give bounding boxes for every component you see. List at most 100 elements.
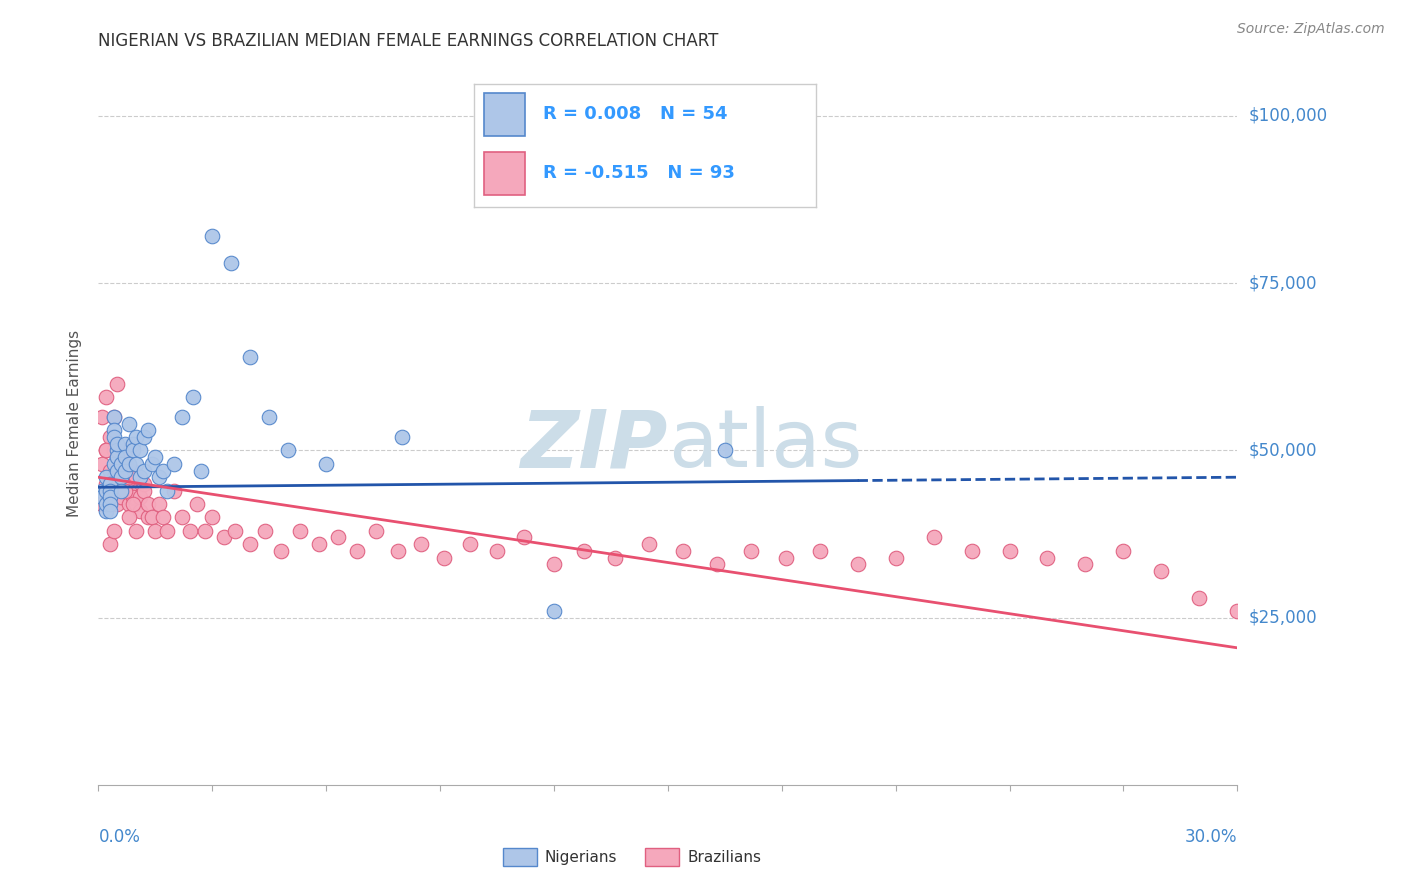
Point: [387, 543, 409, 558]
Point: [110, 457, 132, 471]
Point: [107, 443, 129, 458]
Point: [103, 524, 125, 538]
Point: [125, 497, 148, 511]
Point: [194, 524, 217, 538]
Point: [148, 470, 170, 484]
Point: [136, 497, 159, 511]
Point: [98, 503, 121, 517]
Point: [201, 229, 224, 244]
Point: [98, 497, 121, 511]
Point: [94, 497, 117, 511]
Point: [186, 497, 208, 511]
Text: 0.0%: 0.0%: [98, 829, 141, 847]
Point: [638, 537, 661, 551]
Point: [212, 530, 235, 544]
Point: [136, 424, 159, 438]
Point: [121, 497, 143, 511]
Point: [107, 497, 129, 511]
Text: Nigerians: Nigerians: [546, 850, 617, 864]
Point: [132, 476, 155, 491]
Point: [512, 530, 534, 544]
Point: [98, 537, 121, 551]
Point: [254, 524, 277, 538]
Point: [110, 464, 132, 478]
Point: [110, 483, 132, 498]
Point: [391, 430, 413, 444]
Point: [103, 410, 125, 425]
Point: [486, 543, 509, 558]
Point: [103, 457, 125, 471]
Point: [107, 450, 129, 464]
Point: [107, 376, 129, 391]
Point: [114, 483, 136, 498]
Point: [270, 543, 292, 558]
Point: [103, 470, 125, 484]
Point: [118, 483, 141, 498]
Point: [114, 443, 136, 458]
Point: [145, 524, 167, 538]
Point: [141, 457, 163, 471]
Point: [110, 470, 132, 484]
Point: [94, 476, 117, 491]
Point: [98, 430, 121, 444]
Point: [1226, 604, 1249, 618]
Point: [114, 464, 136, 478]
Point: [201, 510, 224, 524]
Point: [94, 503, 117, 517]
Point: [148, 497, 170, 511]
Point: [163, 457, 186, 471]
Point: [152, 510, 174, 524]
Point: [326, 530, 349, 544]
Bar: [503, 847, 537, 866]
Point: [98, 464, 121, 478]
Point: [110, 490, 132, 504]
Point: [145, 450, 167, 464]
Point: [129, 503, 152, 517]
Text: $25,000: $25,000: [1249, 608, 1317, 627]
Point: [103, 410, 125, 425]
Point: [433, 550, 456, 565]
Point: [543, 604, 565, 618]
Point: [170, 510, 193, 524]
Bar: [645, 847, 679, 866]
Point: [121, 490, 143, 504]
Point: [125, 457, 148, 471]
Point: [103, 430, 125, 444]
Point: [1112, 543, 1135, 558]
Point: [118, 497, 141, 511]
Point: [156, 524, 179, 538]
Point: [775, 550, 797, 565]
Point: [1188, 591, 1211, 605]
Point: [91, 483, 114, 498]
Point: [118, 510, 141, 524]
Point: [125, 524, 148, 538]
Point: [98, 476, 121, 491]
Point: [107, 470, 129, 484]
Y-axis label: Median Female Earnings: Median Female Earnings: [67, 330, 83, 517]
Text: $75,000: $75,000: [1249, 274, 1317, 293]
Point: [94, 443, 117, 458]
Point: [1074, 557, 1097, 572]
Point: [132, 483, 155, 498]
Point: [183, 390, 205, 404]
Point: [411, 537, 433, 551]
Point: [94, 443, 117, 458]
Point: [163, 483, 186, 498]
Point: [364, 524, 387, 538]
Text: NIGERIAN VS BRAZILIAN MEDIAN FEMALE EARNINGS CORRELATION CHART: NIGERIAN VS BRAZILIAN MEDIAN FEMALE EARN…: [98, 32, 718, 50]
Point: [121, 464, 143, 478]
Point: [114, 436, 136, 450]
Text: ZIP: ZIP: [520, 407, 668, 484]
Point: [239, 350, 262, 364]
Point: [1036, 550, 1059, 565]
Point: [224, 524, 246, 538]
Point: [740, 543, 762, 558]
Point: [107, 450, 129, 464]
Text: Brazilians: Brazilians: [688, 850, 761, 864]
Point: [884, 550, 907, 565]
Point: [308, 537, 330, 551]
Point: [94, 490, 117, 504]
Point: [190, 464, 212, 478]
Point: [91, 410, 114, 425]
Point: [574, 543, 596, 558]
